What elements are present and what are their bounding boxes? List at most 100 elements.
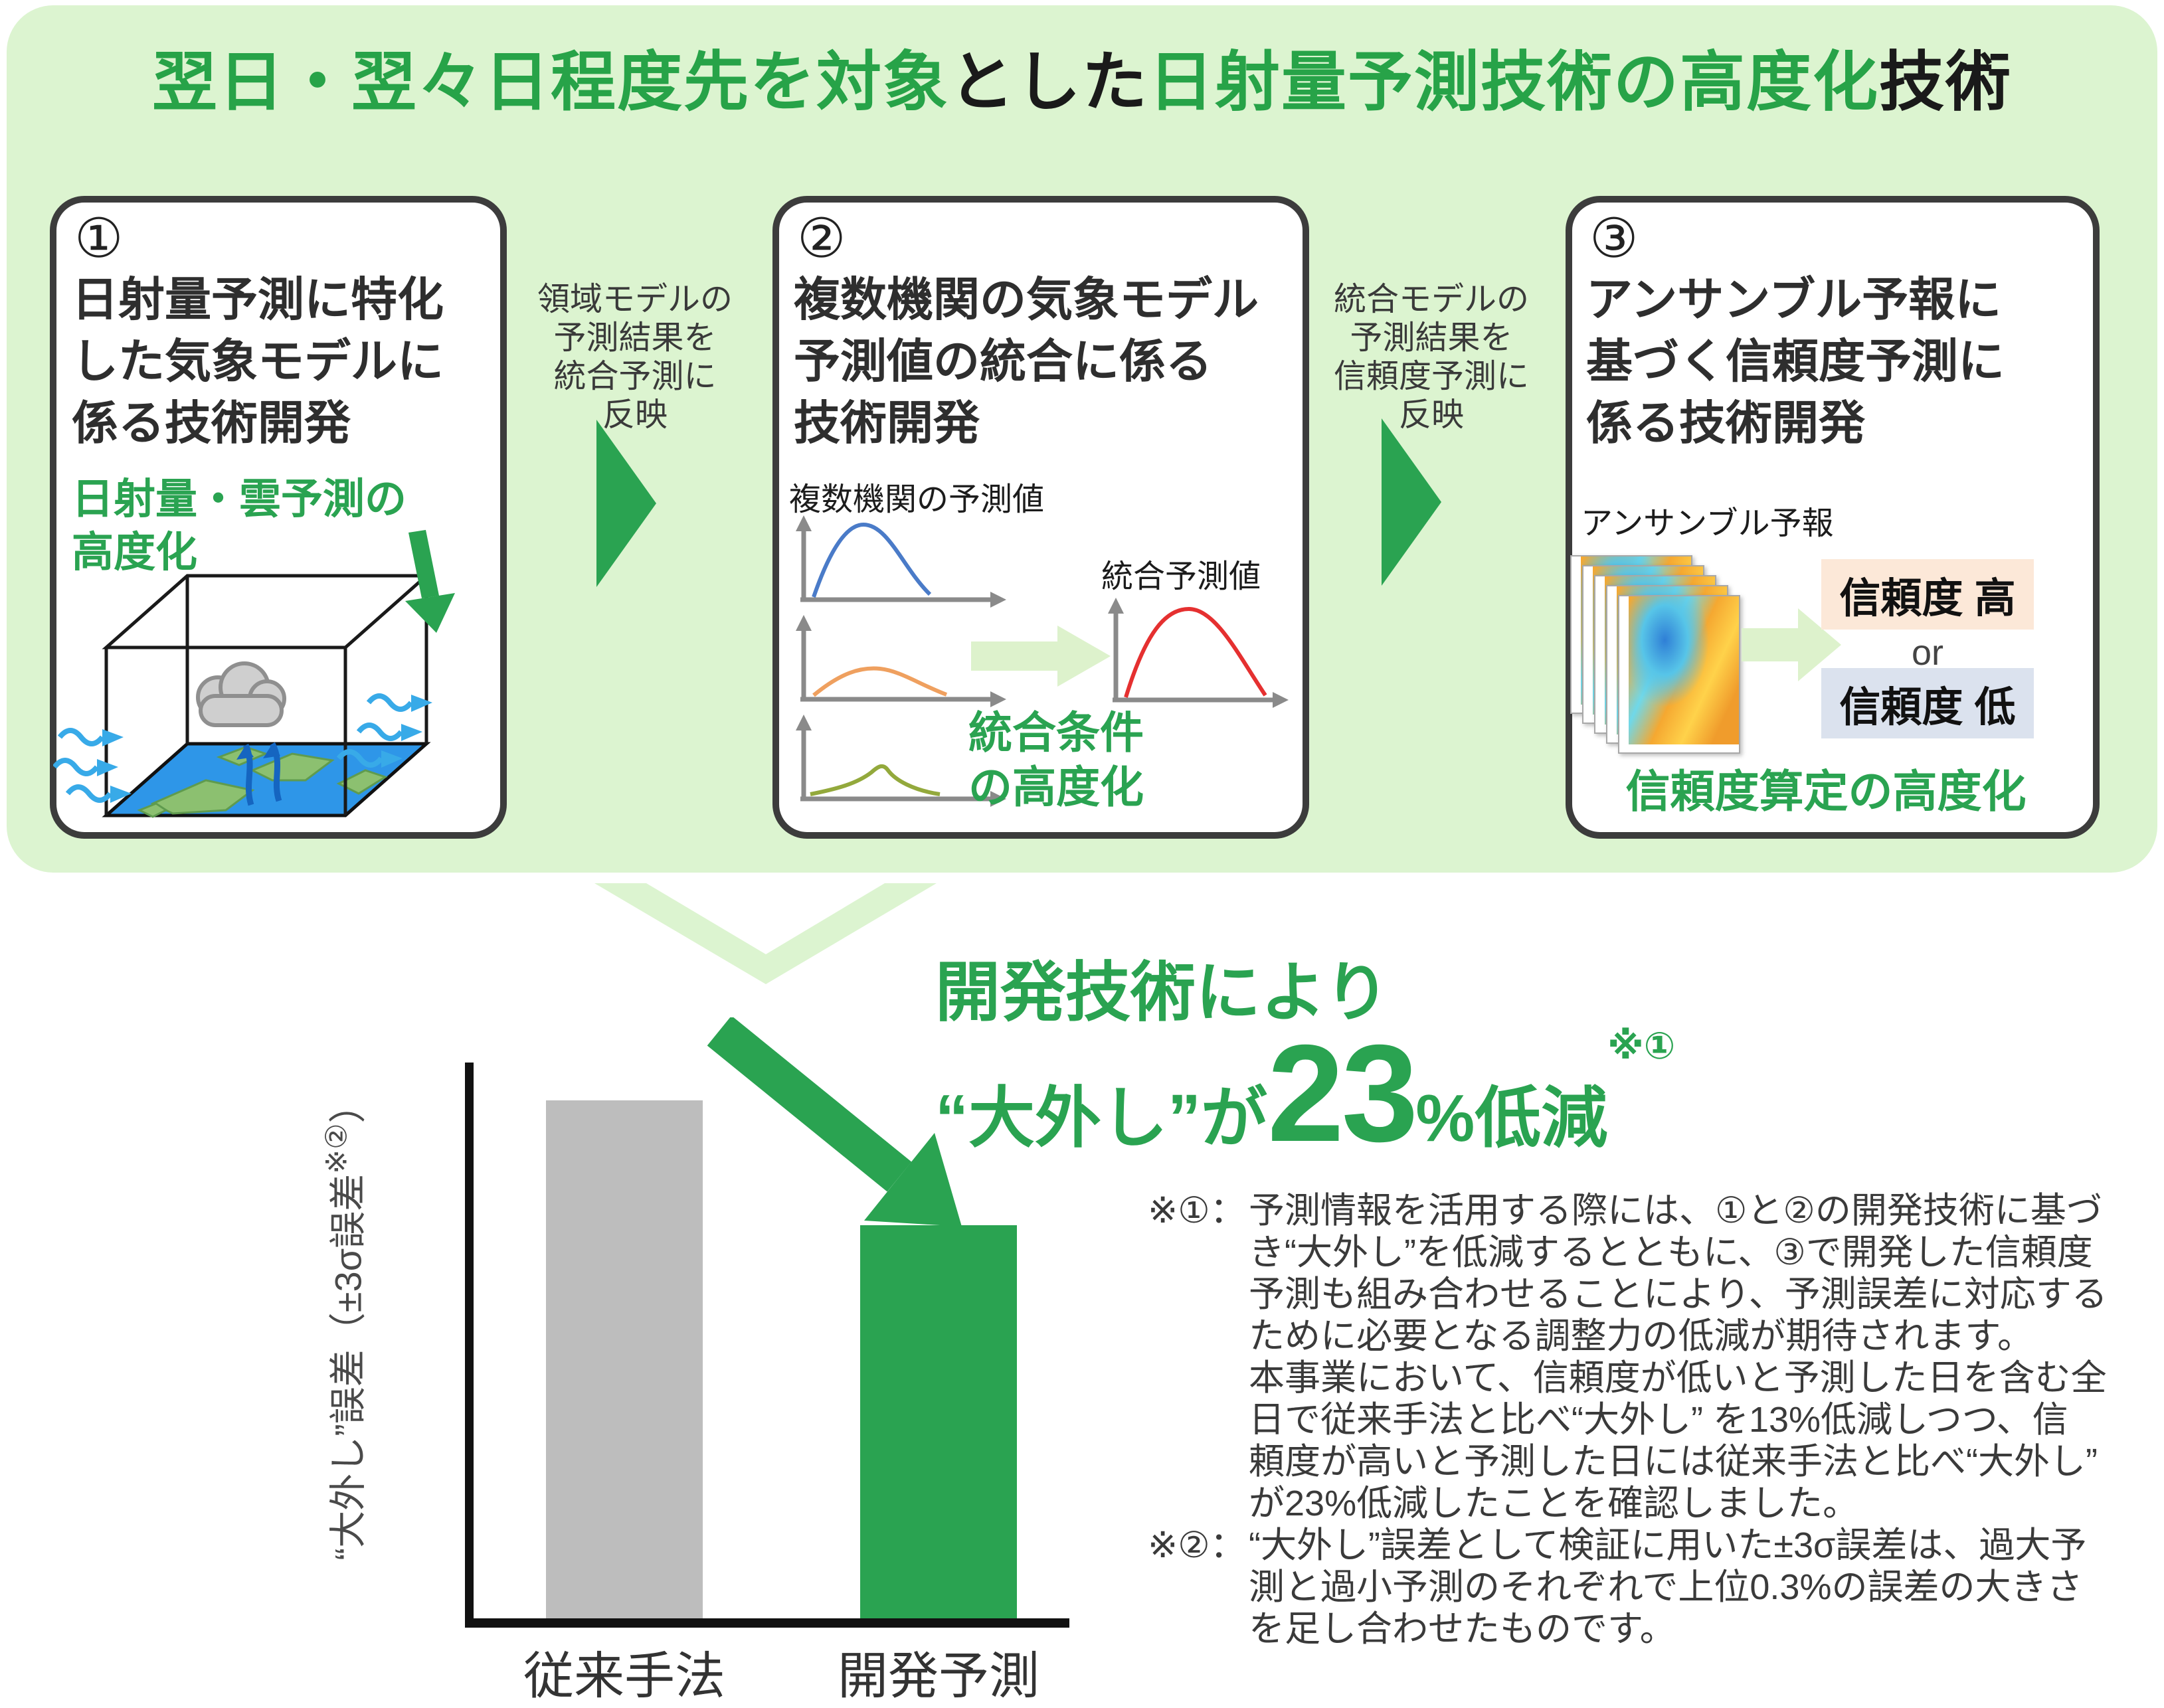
- panel-chevron-down-icon: [594, 883, 937, 984]
- title-segment-green-2: 日射量予測技術の高度化: [1148, 45, 1880, 118]
- result-number: 23: [1267, 1017, 1418, 1171]
- connector2-line2: 予測結果を: [1350, 320, 1513, 356]
- step3-ensemble-label: アンサンブル予報: [1581, 506, 1834, 541]
- step2-highlight-line1: 統合条件: [968, 708, 1144, 757]
- reduction-arrow-icon: [707, 1017, 962, 1227]
- step2-highlight-line2: の高度化: [968, 762, 1144, 811]
- connector2-line1: 統合モデルの: [1333, 282, 1529, 317]
- result-statement: “大外し”が 23 %低減 ※①: [935, 1015, 1675, 1173]
- footnote-1-line4: ために必要となる調整力の低減が期待されます。: [1249, 1316, 2033, 1356]
- footnote-2-marker: ※②：: [1148, 1525, 1246, 1565]
- footnote-1-marker: ※①：: [1148, 1191, 1246, 1231]
- title-segment-green-1: 翌日・翌々日程度先を対象: [151, 45, 949, 118]
- footnote-1-line2: き“大外し”を低減するとともに、③で開発した信頼度: [1249, 1233, 2093, 1272]
- agency-forecast-graphs: [796, 515, 1006, 807]
- ylabel-main: “大外し”誤差（±3σ誤差: [327, 1173, 369, 1561]
- step3-title-line1: アンサンブル予報に: [1586, 274, 2002, 325]
- step3-title-line2: 基づく信頼度予測に: [1586, 335, 2005, 387]
- step1-title-line3: 係る技術開発: [72, 397, 351, 449]
- chart-x-axis: [465, 1618, 1069, 1628]
- result-prefix: “大外し”が: [935, 1081, 1267, 1155]
- step2-highlight: 統合条件 の高度化: [968, 705, 1144, 814]
- result-heading: 開発技術により: [935, 956, 1390, 1029]
- connector2-label: 統合モデルの 予測結果を 信頼度予測に 反映: [1297, 280, 1566, 434]
- result-footnote-ref: ※①: [1607, 1025, 1676, 1067]
- wind-outflow-icons: [336, 693, 414, 768]
- wind-inflow-icons: [53, 728, 113, 803]
- step2-title-line2: 予測値の統合に係る: [794, 335, 1212, 387]
- footnote-2-line3: を足し合わせたものです。: [1249, 1609, 1676, 1649]
- connector1-line2: 予測結果を: [553, 320, 717, 356]
- footnote-2: ※②： “大外し”誤差として検証に用いた±3σ誤差は、過大予 測と過小予測のそれ…: [1148, 1525, 2164, 1650]
- forecast-curve-orange: [812, 666, 948, 697]
- bar-conventional: [546, 1100, 703, 1618]
- connector2-arrow-icon: [1382, 418, 1441, 586]
- footnote-1: ※①： 予測情報を活用する際には、①と②の開発技術に基づ き“大外し”を低減する…: [1148, 1190, 2164, 1525]
- step-number-3: ③: [1589, 209, 1639, 269]
- bar-label-conventional: 従来手法: [523, 1648, 725, 1705]
- footnote-2-line2: 測と過小予測のそれぞれで上位0.3%の誤差の大きさ: [1249, 1567, 2083, 1607]
- title-segment-black-1: とした: [948, 45, 1148, 118]
- step3-title: アンサンブル予報に 基づく信頼度予測に 係る技術開発: [1586, 269, 2005, 454]
- reliability-arrow-icon: [1742, 608, 1841, 681]
- connector2-line3: 信頼度予測に: [1333, 359, 1529, 394]
- footnote-1-line5: 本事業において、信頼度が低いと予測した日を含む全: [1249, 1358, 2107, 1398]
- footnote-1-line8: が23%低減したことを確認しました。: [1249, 1484, 1859, 1523]
- step-box-1: [50, 196, 507, 839]
- step2-title: 複数機関の気象モデル 予測値の統合に係る 技術開発: [794, 269, 1259, 454]
- result-suffix: %低減: [1415, 1081, 1608, 1155]
- step2-input-label: 複数機関の予測値: [789, 482, 1045, 517]
- ensemble-map-stack: [1570, 555, 1740, 754]
- step1-title: 日射量予測に特化 した気象モデルに 係る技術開発: [72, 269, 444, 454]
- wind-inflow-arrowheads: [97, 729, 132, 803]
- connector1-line4: 反映: [602, 397, 668, 433]
- reliability-high-badge: 信頼度 高: [1821, 559, 2034, 630]
- cloud-icon: [196, 661, 286, 727]
- graph-axis-arrowheads: [796, 515, 1006, 807]
- reliability-low-label: 信頼度 低: [1839, 685, 2016, 730]
- step1-highlight-line1: 日射量・雲予測の: [72, 476, 406, 523]
- chart-y-axis: [465, 1063, 474, 1628]
- weather-model-cube-illustration: [53, 530, 455, 818]
- merge-arrow-icon: [971, 626, 1111, 687]
- footnote-1-line6: 日で従来手法と比べ“大外し” を13%低減しつつ、信: [1249, 1400, 2068, 1440]
- reliability-low-badge: 信頼度 低: [1821, 668, 2034, 738]
- wind-outflow-arrowheads: [381, 695, 432, 768]
- step1-title-line1: 日射量予測に特化: [72, 274, 444, 325]
- step2-title-line1: 複数機関の気象モデル: [794, 274, 1259, 325]
- connector1-label: 領域モデルの 予測結果を 統合予測に 反映: [497, 280, 773, 434]
- footnotes: ※①： 予測情報を活用する際には、①と②の開発技術に基づ き“大外し”を低減する…: [1148, 1190, 2164, 1650]
- chart-y-axis-label: “大外し”誤差（±3σ誤差※②）: [319, 1018, 373, 1629]
- step3-highlight: 信頼度算定の高度化: [1625, 767, 2027, 817]
- bar-label-developed: 開発予測: [838, 1648, 1039, 1705]
- connector1-line1: 領域モデルの: [537, 282, 733, 317]
- connector1-line3: 統合予測に: [553, 359, 717, 394]
- footnote-2-line1: “大外し”誤差として検証に用いた±3σ誤差は、過大予: [1249, 1525, 2087, 1565]
- title-segment-black-2: 技術: [1879, 45, 2013, 118]
- page-title: 翌日・翌々日程度先を対象とした日射量予測技術の高度化技術: [0, 29, 2164, 124]
- step-number-1: ①: [74, 209, 124, 269]
- forecast-curve-blue: [812, 522, 932, 598]
- ylabel-footnote-ref: ※②: [320, 1123, 353, 1174]
- step2-title-line3: 技術開発: [794, 397, 980, 449]
- reliability-high-label: 信頼度 高: [1839, 576, 2016, 622]
- connector2-line4: 反映: [1398, 397, 1464, 433]
- footnote-1-line3: 予測も組み合わせることにより、予測誤差に対応する: [1249, 1274, 2108, 1314]
- step3-title-line3: 係る技術開発: [1586, 397, 1865, 449]
- footnote-1-line1: 予測情報を活用する際には、①と②の開発技術に基づ: [1249, 1191, 2102, 1231]
- merged-curve-red: [1124, 606, 1267, 698]
- forecast-curve-olive: [810, 764, 941, 796]
- step-box-2: [772, 196, 1309, 839]
- updraft-arrowheads: [236, 744, 280, 760]
- merged-graph-axes: [1113, 609, 1275, 703]
- ensemble-map-card: [1618, 595, 1740, 754]
- step2-output-label: 統合予測値: [1101, 559, 1261, 594]
- merged-graph-arrowheads: [1108, 598, 1289, 708]
- step1-title-line2: した気象モデルに: [72, 335, 444, 387]
- bar-developed: [860, 1225, 1017, 1618]
- step-number-2: ②: [797, 209, 846, 269]
- step1-highlight-line2: 高度化: [72, 529, 197, 576]
- step1-highlight: 日射量・雲予測の 高度化: [72, 473, 406, 579]
- reliability-or-label: or: [1911, 633, 1943, 673]
